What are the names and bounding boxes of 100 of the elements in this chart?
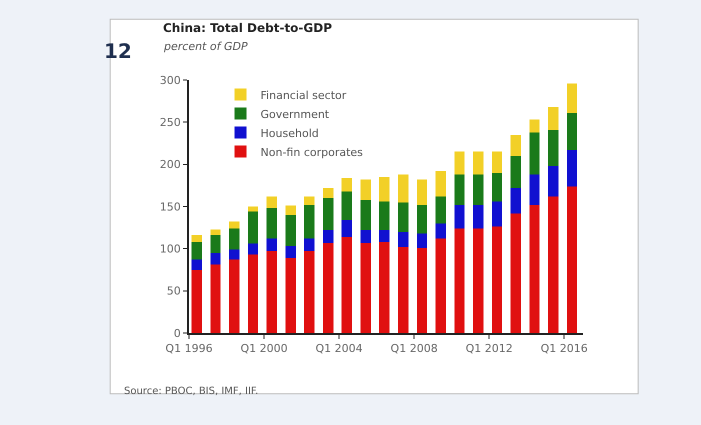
- bar: [210, 264, 221, 333]
- source-note: Source: PBOC, BIS, IMF, IIF.: [124, 386, 258, 397]
- bar: [529, 174, 540, 205]
- bar: [322, 188, 334, 198]
- bar: [510, 134, 521, 156]
- bar: [322, 198, 334, 230]
- bar: [342, 236, 352, 333]
- bar: [416, 204, 428, 234]
- bar: [398, 246, 408, 333]
- bar: [529, 204, 540, 333]
- x-tick-label: Q1 2004: [316, 342, 363, 356]
- bar: [342, 178, 352, 192]
- bar: [379, 176, 390, 202]
- bar: [192, 242, 202, 260]
- bar: [285, 214, 296, 246]
- bar: [436, 238, 446, 333]
- bar: [473, 204, 484, 228]
- chart-title: China: Total Debt-to-GDP: [163, 21, 332, 35]
- bar: [416, 233, 428, 248]
- bar: [304, 196, 314, 205]
- bar: [548, 106, 558, 130]
- bar: [454, 152, 465, 174]
- bar: [492, 152, 502, 173]
- x-tick-label: Q1 1996: [165, 342, 213, 356]
- bar: [285, 246, 296, 258]
- y-tick-label: 250: [160, 116, 181, 130]
- bar: [454, 174, 465, 205]
- chart-subtitle: percent of GDP: [163, 40, 248, 53]
- bar: [304, 204, 314, 239]
- bar: [285, 206, 296, 215]
- bar: [248, 244, 258, 255]
- bar: [266, 238, 278, 252]
- x-tick-label: Q1 2016: [540, 342, 588, 356]
- bar: [436, 196, 446, 224]
- bar: [454, 204, 465, 228]
- bar: [322, 242, 334, 333]
- bar: [304, 251, 314, 333]
- bar: [360, 200, 371, 230]
- bar: [360, 230, 371, 243]
- y-tick-label: 50: [166, 284, 181, 298]
- bar: [492, 201, 502, 227]
- bar: [210, 252, 221, 265]
- bar: [229, 228, 240, 250]
- bar: [210, 229, 221, 236]
- x-tick-label: Q1 2008: [390, 342, 438, 356]
- y-tick-label: 200: [160, 158, 181, 172]
- bar: [379, 242, 390, 333]
- bar: [566, 83, 578, 113]
- bar: [566, 112, 578, 150]
- bar: [192, 260, 202, 270]
- bar: [248, 212, 258, 244]
- bar: [510, 188, 521, 214]
- legend-label: Household: [260, 126, 319, 140]
- bar: [266, 251, 278, 333]
- bar: [398, 232, 408, 247]
- legend-label: Financial sector: [260, 88, 347, 102]
- bar: [229, 260, 240, 333]
- bar: [285, 258, 296, 333]
- bar: [266, 208, 278, 239]
- bar: [229, 250, 240, 260]
- bar: [473, 228, 484, 333]
- y-tick-label: 150: [160, 200, 181, 214]
- bar: [436, 171, 446, 196]
- bar: [416, 248, 428, 333]
- bar: [436, 223, 446, 239]
- bar: [342, 220, 352, 237]
- bar: [192, 270, 202, 333]
- bar: [566, 150, 578, 186]
- x-tick-label: Q1 2012: [466, 342, 513, 356]
- bar: [304, 238, 314, 252]
- y-tick-label: 0: [174, 326, 181, 340]
- bar: [398, 174, 408, 202]
- y-tick-label: 300: [160, 74, 181, 87]
- bar: [548, 196, 558, 333]
- bar: [192, 235, 202, 242]
- bar: [248, 206, 258, 212]
- legend-label: Government: [260, 108, 330, 121]
- bar: [454, 228, 465, 333]
- bar: [379, 230, 390, 242]
- bar: [492, 172, 502, 202]
- bar: [548, 130, 558, 166]
- bar: [379, 201, 390, 230]
- bar: [566, 186, 578, 333]
- text: 12: [104, 39, 132, 63]
- bar: [322, 230, 334, 243]
- bar: [229, 222, 240, 228]
- bar: [248, 254, 258, 333]
- bar: [510, 156, 521, 188]
- y-tick-label: 100: [160, 242, 181, 256]
- bar: [210, 235, 221, 253]
- bar: [398, 202, 408, 232]
- bar: [360, 242, 371, 333]
- bar: [266, 196, 278, 208]
- bar: [529, 120, 540, 132]
- x-tick-label: Q1 2000: [240, 342, 288, 356]
- bar: [360, 180, 371, 200]
- bar: [529, 132, 540, 174]
- legend-label: Non-fin corporates: [260, 146, 364, 159]
- bar: [473, 152, 484, 174]
- bar: [492, 226, 502, 333]
